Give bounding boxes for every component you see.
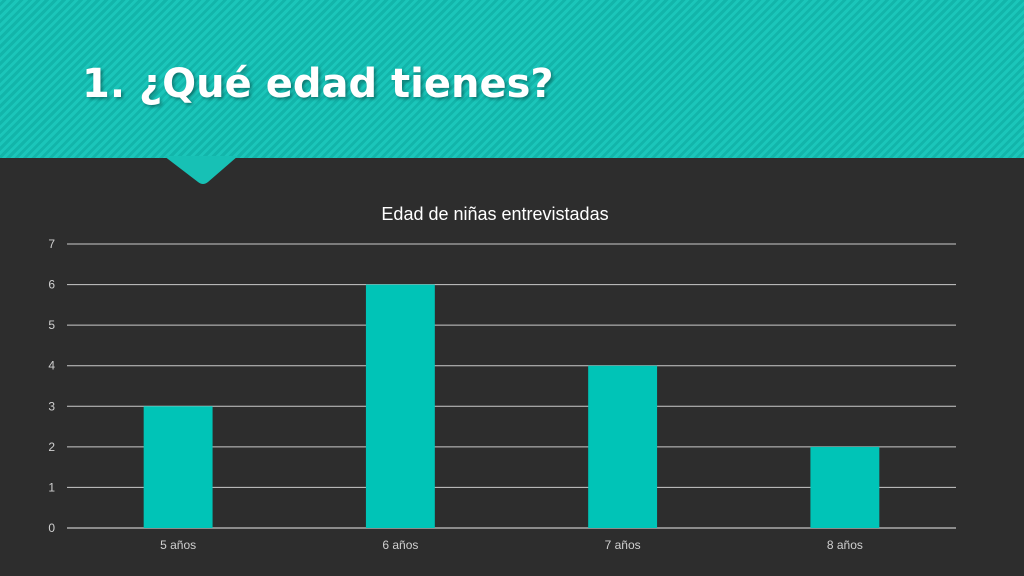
y-tick-label: 3 bbox=[48, 399, 55, 413]
bar bbox=[588, 365, 658, 528]
y-tick-label: 7 bbox=[48, 237, 55, 251]
y-tick-label: 5 bbox=[48, 318, 55, 332]
y-tick-label: 6 bbox=[48, 278, 55, 292]
title-banner bbox=[0, 0, 1024, 158]
slide-title: 1. ¿Qué edad tienes? bbox=[82, 61, 554, 107]
bar bbox=[365, 284, 435, 528]
banner-notch bbox=[164, 156, 238, 184]
y-tick-label: 4 bbox=[48, 359, 55, 373]
x-tick-label: 5 años bbox=[160, 538, 196, 552]
y-tick-label: 2 bbox=[48, 440, 55, 454]
bar bbox=[143, 406, 213, 528]
chart-title: Edad de niñas entrevistadas bbox=[381, 204, 609, 224]
x-tick-label: 6 años bbox=[382, 538, 418, 552]
y-tick-label: 0 bbox=[48, 521, 55, 535]
bar bbox=[810, 446, 880, 528]
x-tick-label: 7 años bbox=[605, 538, 641, 552]
x-tick-label: 8 años bbox=[827, 538, 863, 552]
y-tick-label: 1 bbox=[48, 480, 55, 494]
chart-area: Edad de niñas entrevistadas 0 1 2 3 4 5 6 7 5 añ… bbox=[0, 186, 1024, 566]
bar-chart: 0 1 2 3 4 5 6 7 5 años 6 años 7 años 8 años bbox=[48, 237, 956, 552]
